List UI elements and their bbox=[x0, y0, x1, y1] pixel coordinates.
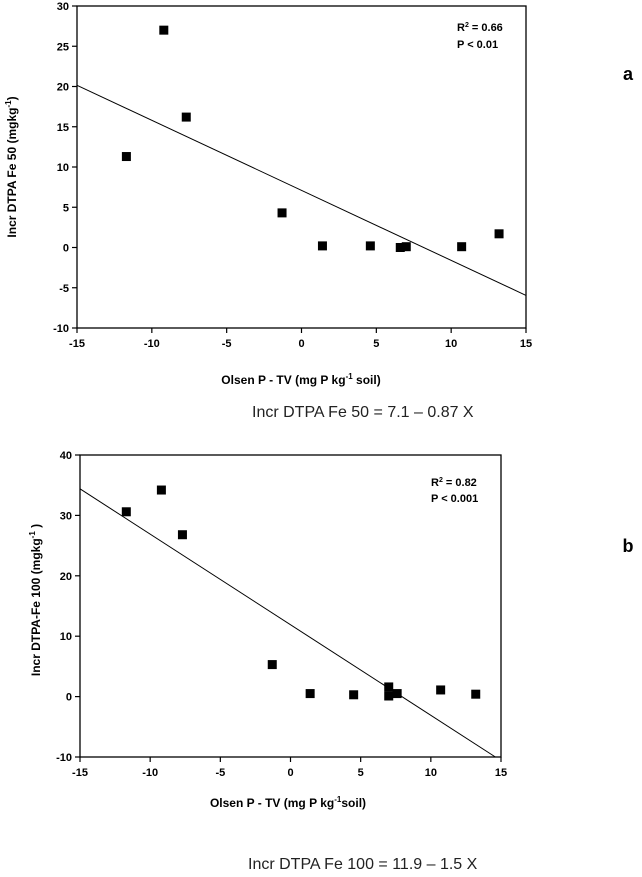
chart-b-data-point bbox=[384, 691, 394, 701]
chart-b-data-point bbox=[305, 689, 315, 699]
chart-b-p-value: P < 0.001 bbox=[431, 493, 478, 505]
chart-a-y-tick-label: 20 bbox=[57, 82, 69, 94]
chart-a-panel-label: a bbox=[623, 64, 634, 84]
chart-a-data-point bbox=[457, 242, 467, 252]
chart-a-y-tick-label: 15 bbox=[57, 122, 69, 134]
chart-b-y-tick-label: 20 bbox=[60, 571, 72, 583]
chart-b-y-tick-label: 0 bbox=[66, 692, 72, 704]
chart-a-plot-frame bbox=[76, 5, 527, 329]
chart-a-r-squared: R2 = 0.66 bbox=[457, 22, 503, 34]
chart-a-y-tick-label: 5 bbox=[63, 202, 69, 214]
chart-a-y-axis-title: Incr DTPA Fe 50 (mgkg-1) bbox=[4, 96, 19, 237]
chart-b-data-point bbox=[349, 690, 359, 700]
chart-b-data-point bbox=[471, 689, 481, 699]
chart-b-r-squared: R2 = 0.82 bbox=[431, 477, 477, 489]
chart-b-data-point bbox=[177, 530, 187, 540]
chart-b-x-tick-label: 10 bbox=[425, 767, 437, 779]
chart-b-y-tick-label: -10 bbox=[56, 752, 72, 764]
chart-a-x-axis-title: Olsen P - TV (mg P kg-1 soil) bbox=[221, 372, 380, 387]
chart-b-x-axis-title: Olsen P - TV (mg P kg-1soil) bbox=[210, 795, 366, 810]
chart-b-panel-label: b bbox=[623, 536, 634, 556]
chart-b-data-point bbox=[267, 660, 277, 670]
chart-a-x-tick-label: -5 bbox=[222, 338, 232, 350]
chart-b-equation: Incr DTPA Fe 100 = 11.9 – 1.5 X bbox=[248, 856, 478, 873]
chart-b-data-point bbox=[121, 507, 131, 517]
chart-a-data-point bbox=[277, 208, 287, 218]
chart-a-data-point bbox=[401, 242, 411, 252]
chart-a-y-tick-label: 25 bbox=[57, 41, 69, 53]
chart-b-data-point bbox=[156, 485, 166, 495]
chart-a-x-tick-label: 15 bbox=[520, 338, 532, 350]
chart-b-y-tick-label: 30 bbox=[60, 510, 72, 522]
chart-b-x-tick-label: -10 bbox=[142, 767, 158, 779]
chart-a-data-point bbox=[395, 243, 405, 252]
chart-a-y-tick-label: 0 bbox=[63, 243, 69, 255]
chart-a-p-value: P < 0.01 bbox=[457, 39, 498, 51]
chart-a-data-point bbox=[494, 229, 504, 239]
chart-a-equation: Incr DTPA Fe 50 = 7.1 – 0.87 X bbox=[252, 404, 474, 421]
chart-a-y-tick-label: 10 bbox=[57, 162, 69, 174]
chart-b-x-tick-label: 0 bbox=[287, 767, 293, 779]
chart-a-y-tick-label: -5 bbox=[59, 283, 69, 295]
chart-b-x-tick-label: -15 bbox=[72, 767, 88, 779]
chart-b-regression-line bbox=[79, 488, 496, 758]
chart-a-data-point bbox=[317, 241, 327, 251]
chart-b-y-tick-label: 10 bbox=[60, 631, 72, 643]
chart-a-x-tick-label: 10 bbox=[445, 338, 457, 350]
chart-a-y-tick-label: -10 bbox=[53, 323, 69, 335]
chart-b-y-tick-label: 40 bbox=[60, 450, 72, 462]
chart-a-data-point bbox=[181, 112, 191, 122]
chart-a-x-tick-label: 5 bbox=[373, 338, 379, 350]
chart-b-x-tick-label: -5 bbox=[215, 767, 225, 779]
chart-a-data-point bbox=[365, 241, 375, 251]
chart-b-y-axis-title: Incr DTPA-Fe 100 (mgkg-1 ) bbox=[28, 524, 43, 676]
chart-b-data-point bbox=[436, 685, 446, 695]
chart-b-x-tick-label: 15 bbox=[495, 767, 507, 779]
chart-a-regression-line bbox=[76, 84, 527, 296]
chart-a-x-tick-label: 0 bbox=[298, 338, 304, 350]
chart-a-data-point bbox=[121, 152, 131, 162]
chart-a-x-tick-label: -10 bbox=[144, 338, 160, 350]
chart-b-data-point bbox=[384, 682, 394, 692]
chart-a-data-point bbox=[159, 25, 169, 35]
chart-a-y-tick-label: 30 bbox=[57, 1, 69, 13]
chart-a-x-tick-label: -15 bbox=[69, 338, 85, 350]
chart-b-data-point bbox=[392, 689, 402, 699]
chart-b-x-tick-label: 5 bbox=[358, 767, 364, 779]
